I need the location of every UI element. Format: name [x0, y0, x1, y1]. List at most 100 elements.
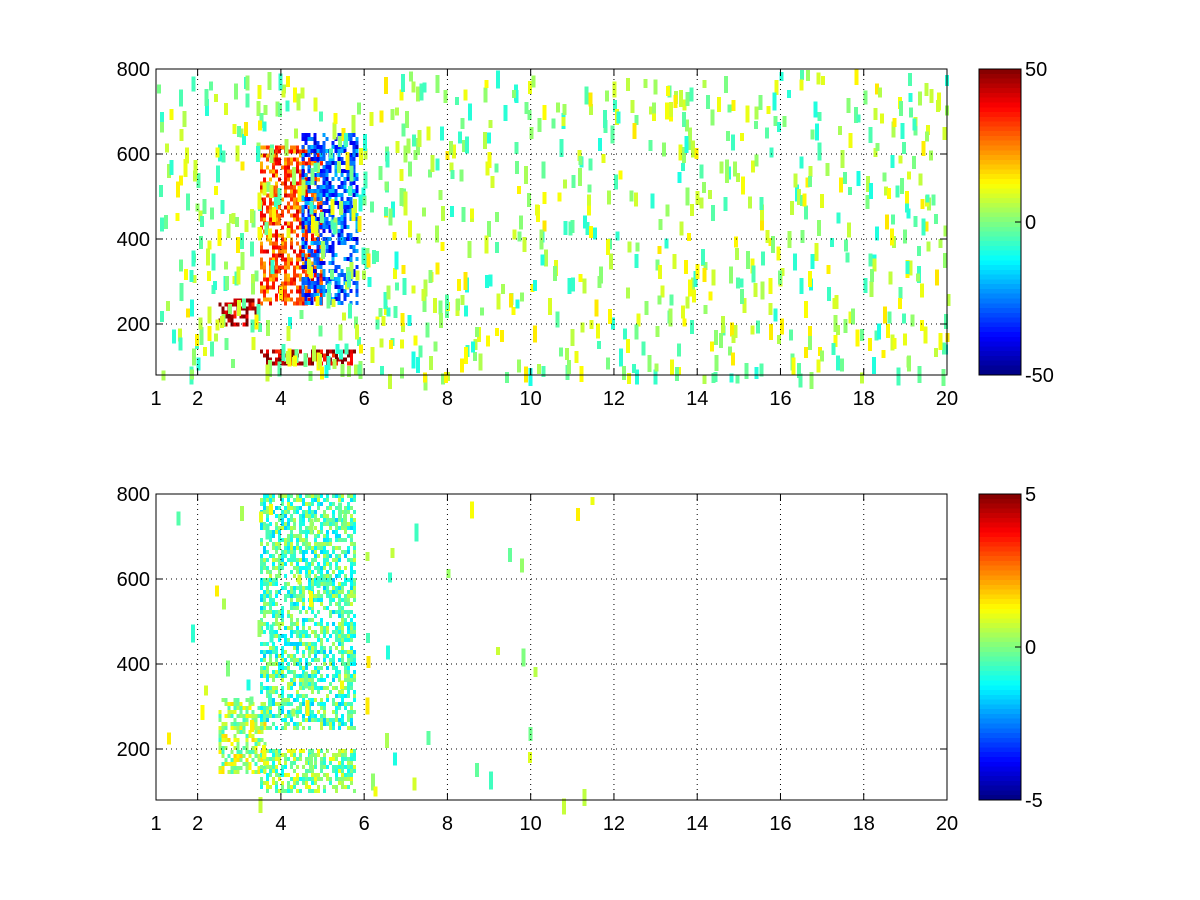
heatmap-cell [296, 594, 300, 598]
heatmap-cell [299, 225, 303, 230]
heatmap-cell [248, 734, 252, 738]
heatmap-cell [284, 261, 288, 266]
heatmap-cell [232, 123, 237, 134]
heatmap-cell [334, 168, 338, 173]
heatmap-cell [269, 522, 273, 526]
heatmap-cell [338, 777, 342, 781]
heatmap-cell [350, 658, 354, 662]
heatmap-cell [260, 245, 264, 250]
heatmap-cell [260, 710, 264, 714]
heatmap-cell [224, 302, 228, 307]
heatmap-cell [310, 156, 314, 161]
heatmap-cell [293, 526, 297, 530]
heatmap-cell [263, 269, 267, 274]
heatmap-cell [311, 781, 315, 785]
heatmap-cell [468, 103, 473, 121]
heatmap-cell [254, 738, 258, 742]
heatmap-cell [314, 698, 318, 702]
heatmap-cell [326, 654, 330, 658]
heatmap-cell [278, 694, 282, 698]
heatmap-cell [242, 730, 246, 734]
heatmap-cell [296, 606, 300, 610]
heatmap-cell [353, 550, 357, 554]
heatmap-cell [320, 630, 324, 634]
heatmap-cell [848, 311, 853, 324]
heatmap-cell [925, 194, 930, 203]
heatmap-cell [334, 200, 338, 205]
heatmap-cell [344, 777, 348, 781]
heatmap-cell [319, 260, 323, 265]
heatmap-cell [938, 333, 943, 351]
heatmap-cell [314, 718, 318, 722]
heatmap-cell [235, 237, 240, 254]
colorbar-band [979, 69, 1021, 75]
heatmap-cell [311, 562, 315, 566]
heatmap-cell [302, 682, 306, 686]
heatmap-cell [344, 686, 348, 690]
heatmap-cell [277, 102, 282, 117]
heatmap-cell [337, 160, 341, 173]
heatmap-cell [272, 201, 276, 206]
heatmap-cell [349, 132, 353, 137]
heatmap-cell [266, 718, 270, 722]
heatmap-cell [317, 650, 321, 654]
heatmap-cell [325, 184, 329, 189]
heatmap-cell [290, 213, 294, 218]
heatmap-cell [193, 170, 198, 182]
heatmap-cell [843, 319, 848, 334]
heatmap-cell [263, 614, 267, 618]
heatmap-cell [293, 658, 297, 662]
heatmap-cell [257, 298, 261, 303]
colorbar-band [979, 752, 1021, 758]
heatmap-cell [313, 172, 317, 177]
heatmap-cell [301, 288, 305, 293]
heatmap-cell [370, 347, 375, 364]
heatmap-cell [355, 216, 359, 221]
heatmap-cell [293, 269, 297, 274]
heatmap-cell [233, 726, 237, 730]
heatmap-cell [263, 602, 267, 606]
heatmap-cell [465, 136, 470, 154]
heatmap-cell [791, 357, 796, 375]
heatmap-cell [732, 161, 737, 177]
heatmap-cell [254, 722, 258, 726]
heatmap-cell [260, 197, 264, 202]
heatmap-cell [331, 299, 336, 307]
heatmap-cell [463, 347, 468, 364]
heatmap-cell [383, 76, 388, 94]
heatmap-cell [909, 107, 914, 118]
heatmap-cell [284, 269, 288, 274]
heatmap-cell [484, 235, 489, 254]
heatmap-cell [320, 277, 324, 282]
heatmap-cell [346, 196, 350, 201]
heatmap-cell [239, 726, 243, 730]
heatmap-cell [388, 208, 393, 226]
heatmap-cell [349, 244, 353, 249]
heatmap-cell [275, 602, 279, 606]
heatmap-cell [269, 710, 273, 714]
colorbar-band [979, 785, 1021, 792]
colorbar-band [979, 503, 1021, 509]
heatmap-cell [566, 360, 571, 375]
heatmap-cell [299, 757, 303, 761]
heatmap-cell [343, 224, 347, 229]
heatmap-cell [311, 618, 315, 622]
heatmap-cell [281, 698, 285, 702]
heatmap-cell [475, 327, 479, 338]
heatmap-cell [284, 594, 288, 598]
heatmap-cell [463, 272, 468, 291]
heatmap-cell [435, 262, 440, 275]
heatmap-cell [299, 205, 303, 210]
colorbar-band [979, 642, 1021, 648]
heatmap-cell [221, 722, 225, 726]
heatmap-cell [305, 269, 309, 274]
heatmap-cell [299, 526, 303, 530]
heatmap-cell [768, 277, 773, 294]
heatmap-cell [682, 112, 687, 127]
heatmap-cell [284, 702, 288, 706]
heatmap-cell [299, 498, 303, 502]
heatmap-cell [338, 598, 342, 602]
heatmap-cell [338, 622, 342, 626]
heatmap-cell [726, 166, 731, 180]
heatmap-cell [588, 104, 593, 115]
